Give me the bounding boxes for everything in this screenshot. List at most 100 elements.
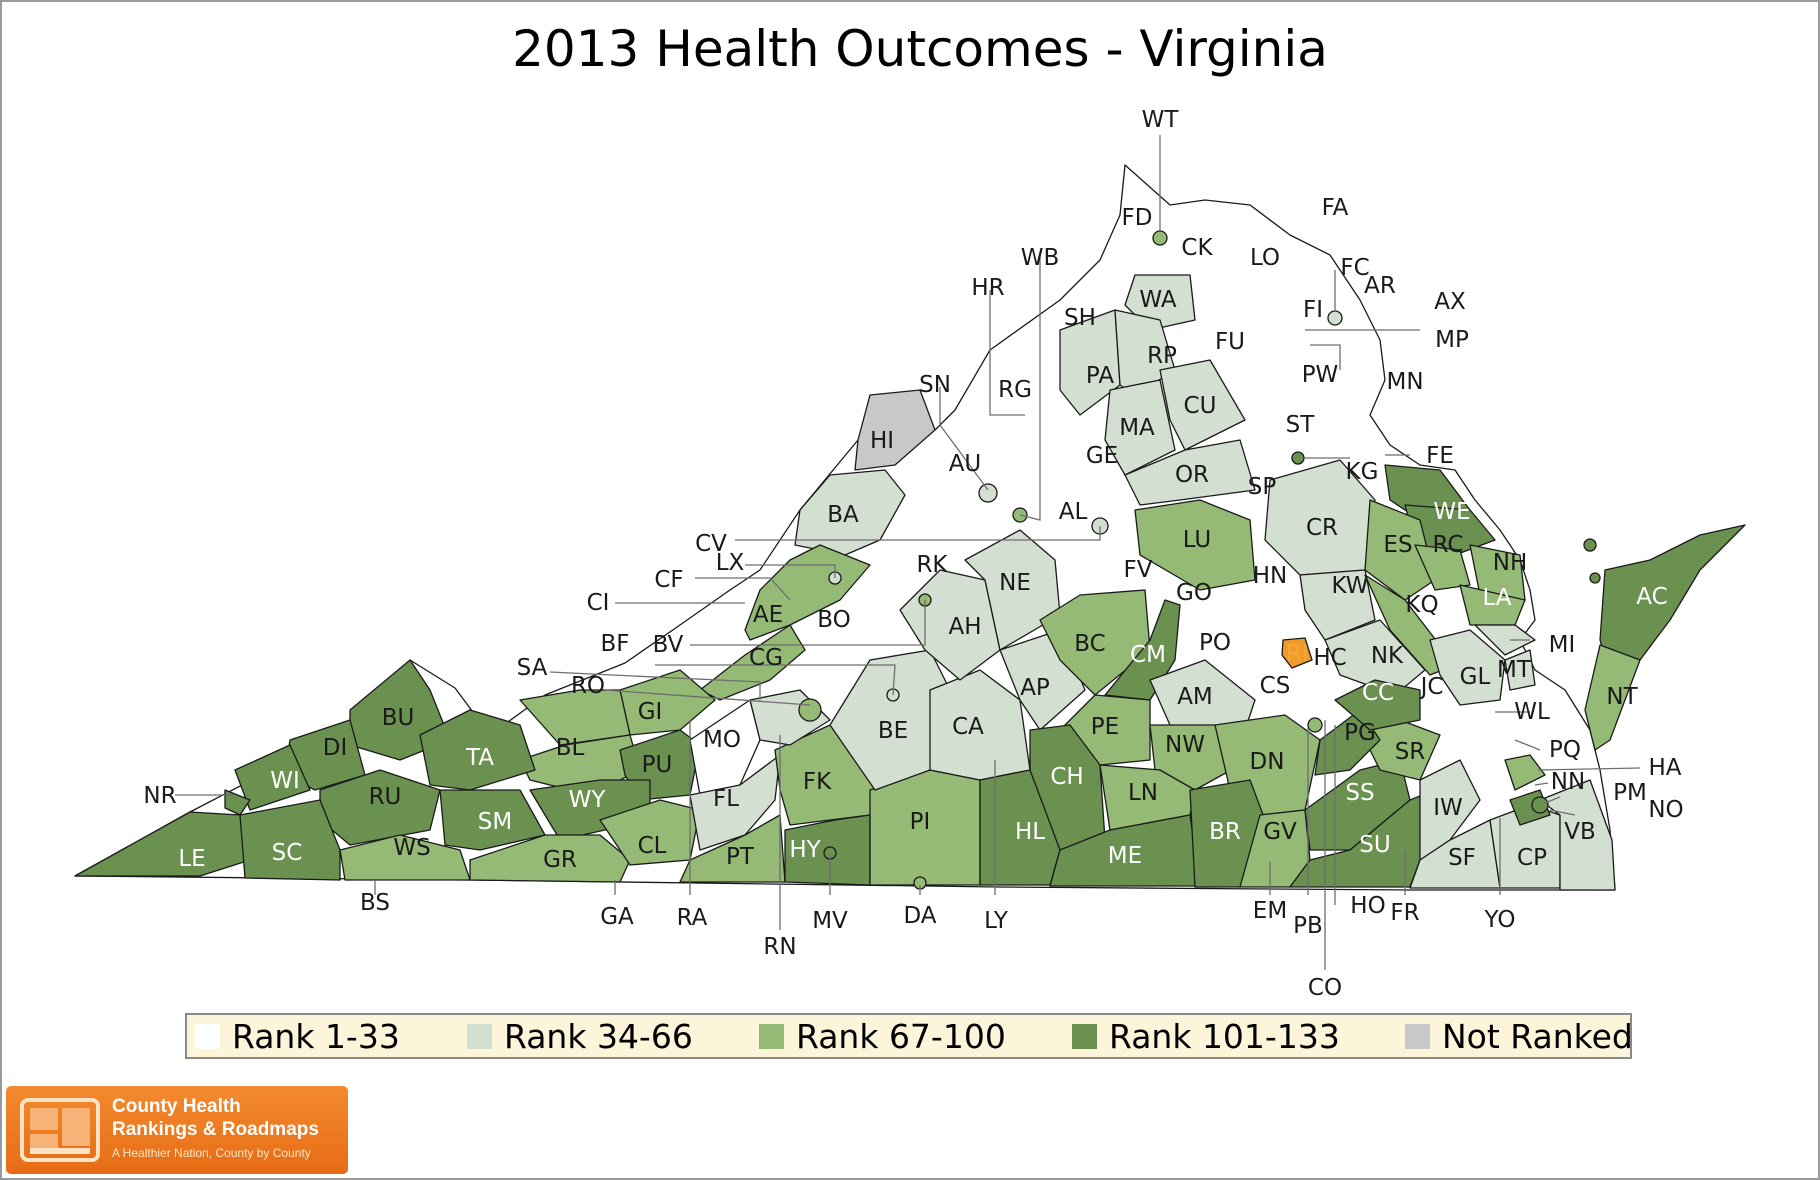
label-br: BR <box>1209 819 1241 845</box>
label-ss: SS <box>1345 780 1374 806</box>
label-sm: SM <box>478 809 512 835</box>
county-cc <box>1334 679 1421 731</box>
county-ta <box>419 709 536 791</box>
leader-lines <box>175 135 1641 970</box>
legend-item-rank-101-133: Rank 101-133 <box>1072 1015 1340 1057</box>
label-rk: RK <box>916 552 948 578</box>
label-cv: CV <box>695 531 727 557</box>
label-gl: GL <box>1460 664 1491 690</box>
label-wt: WT <box>1142 107 1180 133</box>
label-hl: HL <box>1015 819 1045 845</box>
county-am <box>1149 659 1256 731</box>
county-labels: WT FD CK LO FA FC AR AX FI MP MN WB HR S… <box>143 107 1683 1001</box>
county-ae <box>744 544 871 641</box>
legend-swatch <box>1072 1023 1097 1049</box>
label-jc: JC <box>1419 674 1444 700</box>
legend-label: Rank 34-66 <box>504 1016 693 1056</box>
legend-swatch <box>467 1023 492 1049</box>
label-hn: HN <box>1253 563 1288 589</box>
county-no-city <box>1531 796 1549 814</box>
label-sc: SC <box>272 840 303 866</box>
label-hc: HC <box>1313 645 1346 671</box>
label-ca: CA <box>952 714 984 740</box>
label-nh: NH <box>1493 550 1528 576</box>
label-dn: DN <box>1250 749 1285 775</box>
label-yo: YO <box>1484 907 1516 933</box>
label-pw: PW <box>1302 362 1339 388</box>
label-ri: RI <box>1286 641 1309 667</box>
label-di: DI <box>323 735 348 761</box>
label-bu: BU <box>382 705 415 731</box>
label-gr: GR <box>543 847 577 873</box>
label-kq: KQ <box>1405 592 1438 618</box>
label-ci: CI <box>587 590 610 616</box>
label-me: ME <box>1108 843 1142 869</box>
county-fc <box>1327 310 1343 326</box>
label-mo: MO <box>703 727 741 753</box>
label-ax: AX <box>1434 289 1466 315</box>
county-cl <box>599 799 701 866</box>
label-mp: MP <box>1435 327 1469 353</box>
label-pt: PT <box>726 844 755 870</box>
label-wa: WA <box>1139 287 1176 313</box>
label-am: AM <box>1177 684 1213 710</box>
county-es <box>1364 499 1436 601</box>
label-pa: PA <box>1086 363 1114 389</box>
county-kw <box>1299 569 1376 641</box>
label-ck: CK <box>1181 235 1213 261</box>
label-kw: KW <box>1331 573 1368 599</box>
map-title: 2013 Health Outcomes - Virginia <box>512 20 1328 78</box>
label-mn: MN <box>1386 369 1423 395</box>
label-nt: NT <box>1606 684 1638 710</box>
label-cc: CC <box>1362 680 1394 706</box>
county-mi-island <box>1583 538 1597 552</box>
legend-label: Rank 67-100 <box>796 1016 1006 1056</box>
label-hr: HR <box>971 275 1004 301</box>
label-cf: CF <box>654 567 683 593</box>
county-fe-city <box>1291 451 1305 465</box>
label-ap: AP <box>1020 675 1050 701</box>
county-au-city <box>978 483 998 503</box>
label-ar: AR <box>1364 273 1396 299</box>
label-gv: GV <box>1263 819 1297 845</box>
label-pi: PI <box>910 809 931 835</box>
label-no: NO <box>1648 797 1683 823</box>
label-mv: MV <box>812 908 848 934</box>
label-mt: MT <box>1497 657 1532 683</box>
legend-item-rank-1-33: Rank 1-33 <box>195 1015 400 1057</box>
legend-item-rank-34-66: Rank 34-66 <box>467 1015 693 1057</box>
label-st: ST <box>1286 412 1316 438</box>
label-sf: SF <box>1448 845 1476 871</box>
label-su: SU <box>1359 832 1390 858</box>
label-au: AU <box>949 451 982 477</box>
label-cr: CR <box>1306 515 1338 541</box>
label-kg: KG <box>1346 459 1379 485</box>
label-mi: MI <box>1549 632 1576 658</box>
label-fc: FC <box>1340 255 1369 281</box>
county-mt <box>1504 649 1536 691</box>
label-fe: FE <box>1426 443 1454 469</box>
label-fl: FL <box>713 786 739 812</box>
county-mi <box>1474 624 1536 656</box>
label-lo: LO <box>1250 245 1280 271</box>
label-bl: BL <box>556 735 585 761</box>
county-sa <box>519 689 631 746</box>
label-ga: GA <box>600 904 634 930</box>
county-mo <box>689 699 761 796</box>
label-wl: WL <box>1514 699 1550 725</box>
label-le: LE <box>178 846 205 872</box>
label-cl: CL <box>638 833 667 859</box>
label-em: EM <box>1253 898 1287 924</box>
label-ac: AC <box>1636 584 1667 610</box>
label-ma: MA <box>1119 415 1155 441</box>
logo-line-1: County Health <box>112 1096 241 1117</box>
label-lx: LX <box>716 550 745 576</box>
county-fl <box>689 754 781 851</box>
label-ra: RA <box>677 905 708 931</box>
legend-swatch <box>1405 1023 1430 1049</box>
legend-swatch <box>195 1023 220 1049</box>
label-pq: PQ <box>1549 737 1581 763</box>
label-cg: CG <box>749 645 783 671</box>
label-ch: CH <box>1050 764 1083 790</box>
legend-label: Not Ranked <box>1442 1016 1633 1056</box>
